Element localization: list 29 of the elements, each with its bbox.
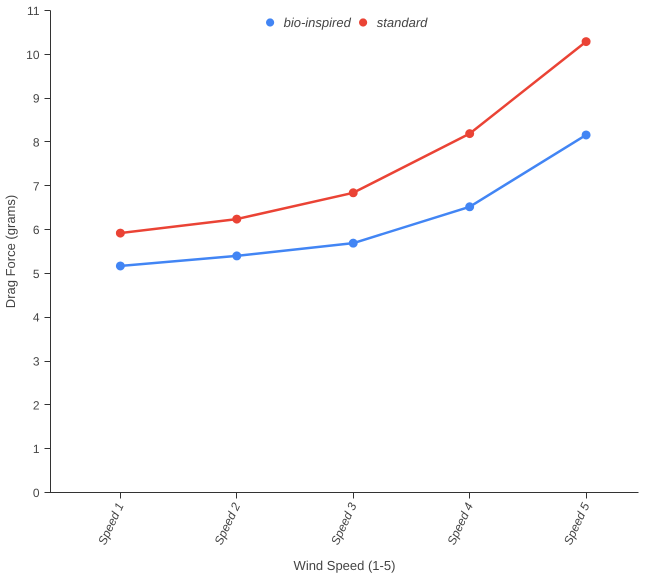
y-tick-label: 6 [32,223,40,238]
y-tick-label: 0 [32,486,40,500]
y-tick-label: 7 [32,179,40,194]
point [582,130,591,140]
point [582,37,591,46]
x-axis-title: Wind Speed (1-5) [294,558,396,573]
y-tick-label: 10 [26,48,40,62]
y-tick-label: 2 [32,398,40,412]
y-tick-label: 8 [32,135,40,150]
point [232,214,242,224]
point [348,238,358,248]
x-tick-label: Speed 3 [328,500,360,547]
y-tick-label: 4 [32,310,40,325]
legend-label: standard [376,14,428,30]
point [465,202,474,212]
point [348,188,358,198]
y-tick-label: 9 [32,92,40,106]
y-tick-label: 3 [32,354,40,369]
y-tick-label: 11 [27,4,40,18]
x-tick-label: Speed 1 [95,500,127,547]
y-tick-label: 1 [32,442,40,456]
point [232,251,242,260]
y-axis-title: Drag Force (grams) [3,194,18,308]
legend-label: bio-inspired [284,14,351,30]
x-tick-label: Speed 2 [212,500,244,547]
point [465,129,474,138]
y-tick-label: 5 [32,266,40,281]
point [116,228,125,238]
point [116,261,125,270]
